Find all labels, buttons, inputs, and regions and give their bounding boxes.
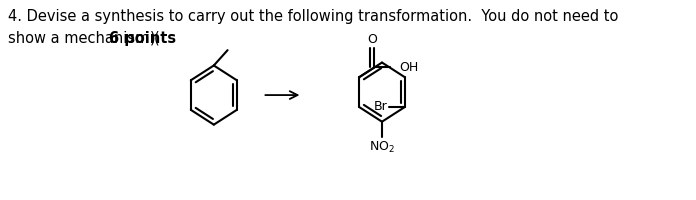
Text: O: O xyxy=(367,33,377,46)
Text: NO$_2$: NO$_2$ xyxy=(369,139,395,155)
Text: OH: OH xyxy=(399,61,418,74)
Text: show a mechanism (: show a mechanism ( xyxy=(8,31,160,46)
Text: Br: Br xyxy=(374,100,387,113)
Text: ).: ). xyxy=(150,31,161,46)
Text: 6 points: 6 points xyxy=(109,31,177,46)
Text: 4. Devise a synthesis to carry out the following transformation.  You do not nee: 4. Devise a synthesis to carry out the f… xyxy=(8,9,619,24)
